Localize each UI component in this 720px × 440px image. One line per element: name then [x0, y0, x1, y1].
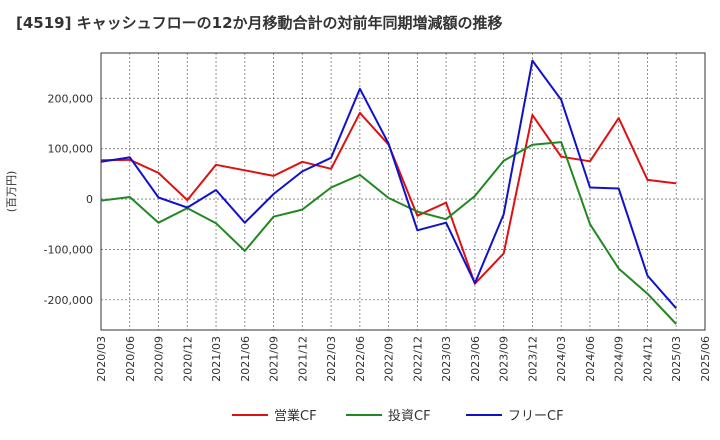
y-tick-label: -100,000 — [44, 243, 93, 256]
x-tick-label: 2023/03 — [440, 336, 453, 382]
y-tick-label: 100,000 — [48, 143, 94, 156]
x-tick-label: 2021/03 — [210, 336, 223, 382]
legend-label: 営業CF — [274, 408, 317, 424]
plot-border — [100, 52, 706, 331]
x-tick-label: 2020/03 — [95, 336, 108, 382]
x-tick-label: 2020/06 — [124, 336, 137, 382]
x-tick-label: 2024/12 — [641, 336, 654, 382]
x-tick-label: 2022/09 — [383, 336, 396, 382]
x-tick-label: 2025/03 — [670, 336, 683, 382]
x-tick-label: 2024/06 — [584, 336, 597, 382]
x-tick-label: 2021/06 — [239, 336, 252, 382]
x-tick-label: 2024/09 — [613, 336, 626, 382]
x-tick-label: 2023/09 — [498, 336, 511, 382]
x-tick-label: 2020/12 — [181, 336, 194, 382]
series-line-投資CF — [100, 141, 677, 325]
x-tick-label: 2022/03 — [325, 336, 338, 382]
x-tick-label: 2021/09 — [268, 336, 281, 382]
y-tick-label: 200,000 — [48, 92, 94, 105]
y-axis-label: (百万円) — [5, 171, 18, 213]
x-tick-label: 2023/12 — [526, 336, 539, 382]
legend: 営業CF 投資CF フリーCF — [232, 408, 564, 424]
x-tick-label: 2021/12 — [296, 336, 309, 382]
x-tick-label: 2025/06 — [699, 336, 712, 382]
x-tick-label: 2022/06 — [354, 336, 367, 382]
x-tick-label: 2022/12 — [411, 336, 424, 382]
x-tick-label: 2023/06 — [469, 336, 482, 382]
chart-title: [4519] キャッシュフローの12か月移動合計の対前年同期増減額の推移 — [16, 14, 503, 32]
x-tick-label: 2020/09 — [153, 336, 166, 382]
grid — [101, 53, 705, 330]
x-tick-label: 2024/03 — [555, 336, 568, 382]
legend-label: フリーCF — [508, 409, 564, 424]
series — [100, 59, 677, 325]
series-line-フリーCF — [100, 59, 677, 309]
legend-label: 投資CF — [388, 408, 431, 424]
y-tick-label: 0 — [86, 193, 93, 206]
axes: 200,000 100,000 0 -100,000 -200,000 2020/03 20… — [5, 52, 712, 382]
y-tick-label: -200,000 — [44, 294, 93, 307]
